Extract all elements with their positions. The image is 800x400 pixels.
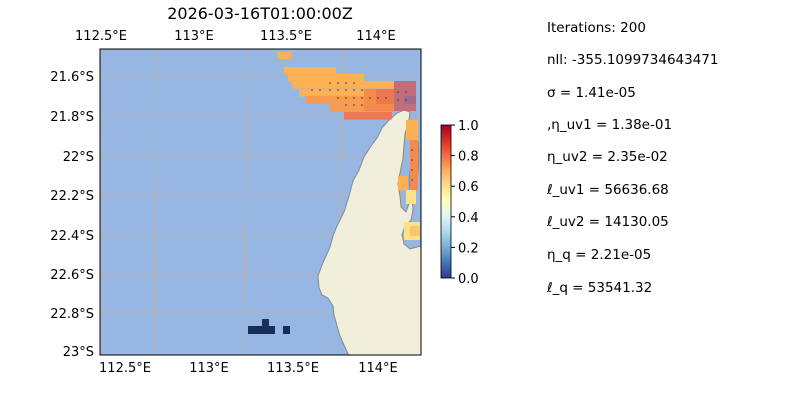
top-lon-label: 112.5°E — [75, 29, 127, 44]
lat-label: 22.6°S — [50, 268, 94, 283]
data-cell — [288, 74, 364, 82]
stat-ell-uv2: ℓ_uv2 = 14130.05 — [547, 214, 669, 230]
lat-label: 22.4°S — [50, 229, 94, 244]
observation-dot — [353, 82, 355, 84]
land-cape — [317, 109, 421, 355]
bottom-lon-label: 113°E — [189, 361, 229, 376]
observation-dot — [397, 99, 399, 101]
observation-dot — [353, 97, 355, 99]
lat-label: 21.6°S — [50, 70, 94, 85]
data-cell — [344, 112, 392, 120]
data-cell — [410, 140, 418, 190]
lat-label: 21.8°S — [50, 110, 94, 125]
lat-label: 22.8°S — [50, 307, 94, 322]
stat-sigma: σ = 1.41e-05 — [547, 85, 636, 101]
observation-dot — [337, 97, 339, 99]
stat-ell-uv1: ℓ_uv1 = 56636.68 — [547, 182, 669, 198]
observation-dot — [405, 99, 407, 101]
colorbar-tick-label: 0.2 — [458, 241, 479, 256]
colorbar-gradient — [440, 124, 452, 279]
data-cell — [283, 326, 290, 334]
observation-dot — [345, 104, 347, 106]
lat-label: 22°S — [63, 150, 94, 165]
top-lon-label: 114°E — [356, 29, 396, 44]
colorbar-tick-label: 1.0 — [458, 119, 479, 134]
observation-dot — [329, 89, 331, 91]
observation-dot — [411, 159, 413, 161]
observation-dot — [361, 104, 363, 106]
observation-dot — [353, 89, 355, 91]
colorbar-tick-label: 0.8 — [458, 150, 479, 165]
stat-eta-uv2: η_uv2 = 2.35e-02 — [547, 149, 668, 165]
data-cell — [306, 96, 398, 104]
observation-dot — [377, 97, 379, 99]
data-cell — [330, 104, 395, 112]
stat-eta-q: η_q = 2.21e-05 — [547, 247, 652, 263]
map-frame — [99, 48, 422, 356]
data-cell — [406, 190, 416, 204]
data-cell — [277, 52, 291, 59]
top-lon-label: 113°E — [174, 29, 214, 44]
observation-dot — [353, 104, 355, 106]
observation-dot — [345, 82, 347, 84]
colorbar-ticks: 0.0 0.2 0.4 0.6 0.8 1.0 — [451, 119, 479, 287]
colorbar-tick-label: 0.6 — [458, 180, 479, 195]
colorbar-tick-label: 0.4 — [458, 211, 479, 226]
observation-dot — [361, 89, 363, 91]
observation-dot — [345, 89, 347, 91]
bottom-lon-label: 113.5°E — [267, 361, 319, 376]
observation-dot — [319, 89, 321, 91]
observation-dot — [361, 97, 363, 99]
data-cell — [398, 176, 408, 190]
data-cell — [292, 81, 396, 89]
observation-dot — [411, 169, 413, 171]
observation-dot — [329, 82, 331, 84]
observation-dot — [385, 97, 387, 99]
bottom-lon-label: 112.5°E — [99, 361, 151, 376]
data-cell — [299, 89, 400, 97]
observation-dot — [397, 91, 399, 93]
data-cell — [404, 96, 416, 104]
lat-label: 23°S — [63, 345, 94, 360]
stat-eta-uv1: ,η_uv1 = 1.38e-01 — [547, 117, 673, 133]
observation-dot — [411, 149, 413, 151]
observation-dot — [337, 89, 339, 91]
data-cell — [248, 326, 275, 334]
data-cell — [410, 226, 420, 236]
observation-dot — [405, 91, 407, 93]
data-cell — [406, 120, 418, 140]
observation-dot — [311, 89, 313, 91]
observation-dot — [345, 97, 347, 99]
observation-dot — [369, 97, 371, 99]
stat-ell-q: ℓ_q = 53541.32 — [547, 280, 653, 296]
lat-label: 22.2°S — [50, 189, 94, 204]
data-cell — [284, 67, 336, 75]
data-cells — [248, 52, 420, 334]
data-cell — [262, 319, 269, 327]
top-lon-label: 113.5°E — [260, 29, 312, 44]
observation-dot — [411, 179, 413, 181]
bottom-lon-label: 114°E — [358, 361, 398, 376]
colorbar-tick-label: 0.0 — [458, 272, 479, 287]
stat-nll: nll: -355.1099734643471 — [547, 52, 719, 68]
data-cell — [376, 89, 394, 104]
map-title: 2026-03-16T01:00:00Z — [167, 4, 353, 23]
stat-iterations: Iterations: 200 — [547, 20, 646, 36]
observation-dot — [337, 82, 339, 84]
